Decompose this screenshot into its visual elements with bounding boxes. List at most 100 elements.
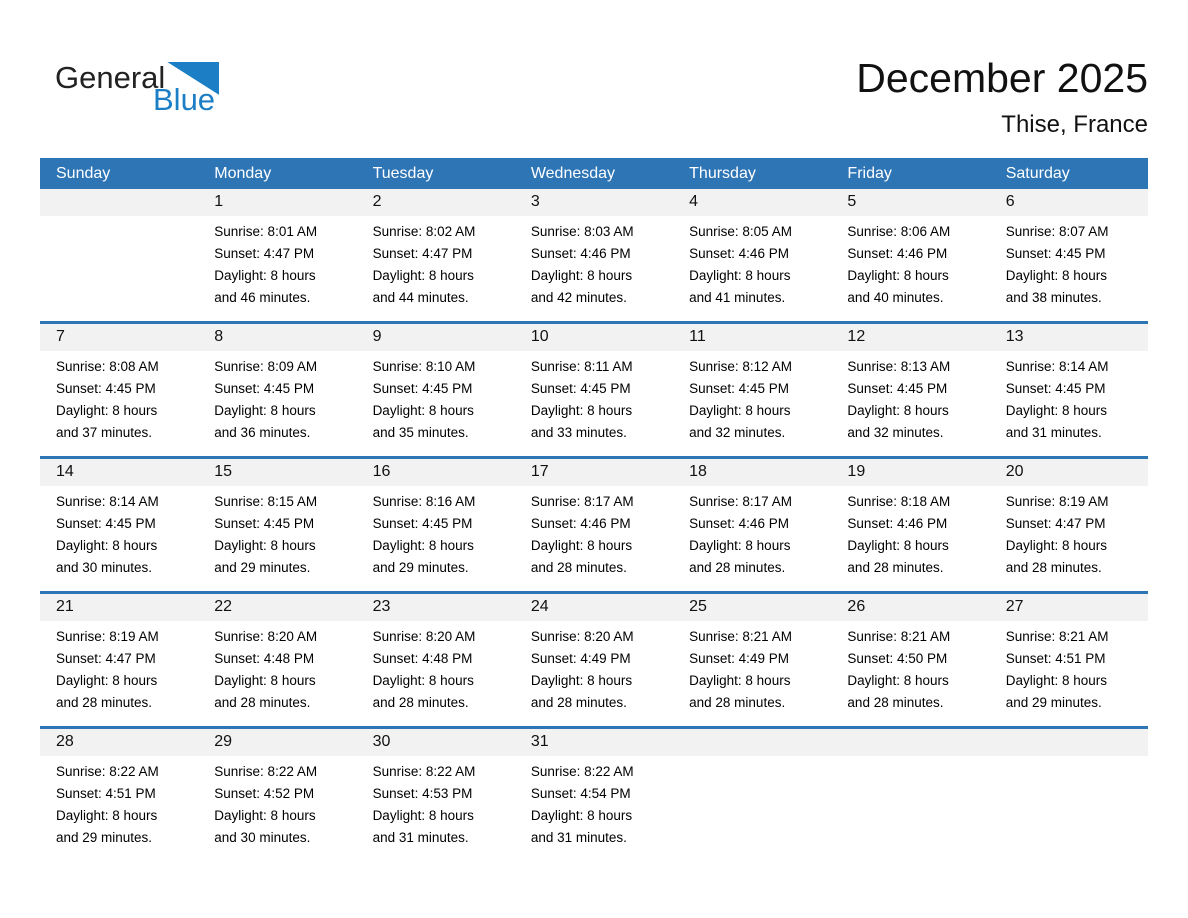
page-title: December 2025 [856, 55, 1148, 101]
weekday-header-monday: Monday [214, 165, 272, 182]
day-info: Sunrise: 8:16 AM Sunset: 4:45 PM Daylight:… [357, 486, 515, 579]
day-cell: 10 Sunrise: 8:11 AM Sunset: 4:45 PM Dayligh… [514, 324, 674, 456]
sunset-text: Sunset: 4:54 PM [530, 786, 631, 801]
day-cell: 19 Sunrise: 8:18 AM Sunset: 4:46 PM Dayligh… [831, 459, 990, 591]
day-number: 11 [673, 324, 832, 351]
day-info: Sunrise: 8:05 AM Sunset: 4:46 PM Daylight:… [673, 216, 831, 309]
day-cell: 7 Sunrise: 8:08 AM Sunset: 4:45 PM Daylight… [40, 324, 199, 456]
day-cell: 17 Sunrise: 8:17 AM Sunset: 4:46 PM Dayligh… [514, 459, 674, 591]
sunrise-text: Sunrise: 8:17 AM [689, 494, 792, 509]
day-info: Sunrise: 8:15 AM Sunset: 4:45 PM Daylight:… [198, 486, 356, 579]
day-cell: 12 Sunrise: 8:13 AM Sunset: 4:45 PM Dayligh… [831, 324, 990, 456]
sunrise-text: Sunrise: 8:01 AM [214, 224, 318, 239]
weekday-header-thursday: Thursday [689, 165, 756, 182]
daylight-text: Daylight: 8 hours [56, 538, 158, 553]
daylight-text-cont: and 40 minutes. [847, 290, 944, 305]
sunset-text: Sunset: 4:47 PM [56, 651, 156, 666]
sunset-text: Sunset: 4:50 PM [847, 651, 948, 666]
sunset-text: Sunset: 4:45 PM [372, 381, 473, 396]
day-info: Sunrise: 8:22 AM Sunset: 4:51 PM Daylight:… [40, 756, 198, 849]
daylight-text: Daylight: 8 hours [1005, 268, 1108, 283]
sunrise-text: Sunrise: 8:22 AM [530, 764, 634, 779]
day-number: 12 [831, 324, 990, 351]
daylight-text: Daylight: 8 hours [372, 808, 474, 823]
day-number: 2 [356, 189, 515, 216]
day-info: Sunrise: 8:18 AM Sunset: 4:46 PM Daylight:… [831, 486, 989, 579]
weekday-header-tuesday: Tuesday [372, 165, 434, 182]
daylight-text-cont: and 29 minutes. [214, 560, 311, 575]
sunrise-text: Sunrise: 8:05 AM [689, 224, 792, 239]
day-cell: 6 Sunrise: 8:07 AM Sunset: 4:45 PM Daylight… [989, 189, 1148, 321]
daylight-text-cont: and 31 minutes. [372, 830, 469, 845]
daylight-text: Daylight: 8 hours [847, 403, 949, 418]
daylight-text-cont: and 28 minutes. [847, 695, 944, 710]
sunrise-text: Sunrise: 8:22 AM [56, 764, 159, 779]
day-cell: 16 Sunrise: 8:16 AM Sunset: 4:45 PM Dayligh… [356, 459, 515, 591]
daylight-text: Daylight: 8 hours [56, 808, 158, 823]
daylight-text-cont: and 29 minutes. [372, 560, 469, 575]
daylight-text-cont: and 28 minutes. [214, 695, 311, 710]
day-number: 5 [831, 189, 990, 216]
daylight-text-cont: and 31 minutes. [1005, 425, 1102, 440]
day-number: 10 [514, 324, 674, 351]
day-cell: 3 Sunrise: 8:03 AM Sunset: 4:46 PM Daylight… [514, 189, 674, 321]
day-number: 22 [198, 594, 357, 621]
sunset-text: Sunset: 4:45 PM [530, 381, 631, 396]
day-number: 25 [673, 594, 832, 621]
daylight-text: Daylight: 8 hours [372, 673, 474, 688]
sunset-text: Sunset: 4:47 PM [214, 246, 315, 261]
daylight-text-cont: and 28 minutes. [530, 560, 627, 575]
sunrise-text: Sunrise: 8:03 AM [530, 224, 634, 239]
day-info: Sunrise: 8:20 AM Sunset: 4:48 PM Daylight:… [198, 621, 356, 714]
day-number: 8 [198, 324, 357, 351]
sunrise-text: Sunrise: 8:20 AM [372, 629, 476, 644]
sunrise-text: Sunrise: 8:16 AM [372, 494, 476, 509]
sunset-text: Sunset: 4:46 PM [530, 246, 631, 261]
daylight-text: Daylight: 8 hours [214, 403, 316, 418]
sunrise-text: Sunrise: 8:15 AM [214, 494, 318, 509]
day-number [40, 189, 199, 216]
daylight-text: Daylight: 8 hours [56, 403, 158, 418]
day-cell: 2 Sunrise: 8:02 AM Sunset: 4:47 PM Daylight… [356, 189, 515, 321]
sunrise-text: Sunrise: 8:19 AM [56, 629, 159, 644]
sunset-text: Sunset: 4:45 PM [56, 516, 156, 531]
daylight-text-cont: and 28 minutes. [689, 695, 786, 710]
day-number: 1 [198, 189, 357, 216]
daylight-text-cont: and 28 minutes. [847, 560, 944, 575]
day-cell: 29 Sunrise: 8:22 AM Sunset: 4:52 PM Dayligh… [198, 729, 357, 861]
daylight-text: Daylight: 8 hours [847, 673, 949, 688]
sunset-text: Sunset: 4:48 PM [372, 651, 473, 666]
sunrise-text: Sunrise: 8:21 AM [1005, 629, 1109, 644]
day-info: Sunrise: 8:20 AM Sunset: 4:48 PM Daylight:… [357, 621, 515, 714]
day-number: 28 [40, 729, 199, 756]
day-info: Sunrise: 8:03 AM Sunset: 4:46 PM Daylight:… [515, 216, 673, 309]
sunrise-text: Sunrise: 8:20 AM [214, 629, 318, 644]
daylight-text: Daylight: 8 hours [56, 673, 158, 688]
day-info: Sunrise: 8:08 AM Sunset: 4:45 PM Daylight:… [40, 351, 198, 444]
sunset-text: Sunset: 4:49 PM [689, 651, 789, 666]
weekday-header-wednesday: Wednesday [530, 165, 616, 182]
day-info: Sunrise: 8:14 AM Sunset: 4:45 PM Daylight:… [40, 486, 198, 579]
sunrise-text: Sunrise: 8:17 AM [530, 494, 634, 509]
calendar-weeks: 1 Sunrise: 8:01 AM Sunset: 4:47 PM Daylight… [40, 189, 1148, 861]
sunrise-text: Sunrise: 8:22 AM [372, 764, 476, 779]
week-row: 28 Sunrise: 8:22 AM Sunset: 4:51 PM Dayligh… [40, 726, 1148, 861]
day-info [40, 216, 198, 221]
sunrise-text: Sunrise: 8:13 AM [847, 359, 951, 374]
sunrise-text: Sunrise: 8:20 AM [530, 629, 634, 644]
day-info: Sunrise: 8:21 AM Sunset: 4:50 PM Daylight:… [831, 621, 989, 714]
empty-day-cell [673, 729, 832, 861]
day-number: 20 [989, 459, 1148, 486]
day-info: Sunrise: 8:01 AM Sunset: 4:47 PM Daylight:… [198, 216, 356, 309]
day-info: Sunrise: 8:09 AM Sunset: 4:45 PM Daylight:… [198, 351, 356, 444]
daylight-text-cont: and 28 minutes. [56, 695, 153, 710]
day-cell: 22 Sunrise: 8:20 AM Sunset: 4:48 PM Dayligh… [198, 594, 357, 726]
day-number: 15 [198, 459, 357, 486]
day-info: Sunrise: 8:12 AM Sunset: 4:45 PM Daylight:… [673, 351, 831, 444]
daylight-text: Daylight: 8 hours [689, 673, 791, 688]
week-row: 7 Sunrise: 8:08 AM Sunset: 4:45 PM Daylight… [40, 321, 1148, 456]
empty-day-cell [989, 729, 1148, 861]
daylight-text: Daylight: 8 hours [214, 538, 316, 553]
day-number [831, 729, 990, 756]
sunrise-text: Sunrise: 8:08 AM [56, 359, 159, 374]
